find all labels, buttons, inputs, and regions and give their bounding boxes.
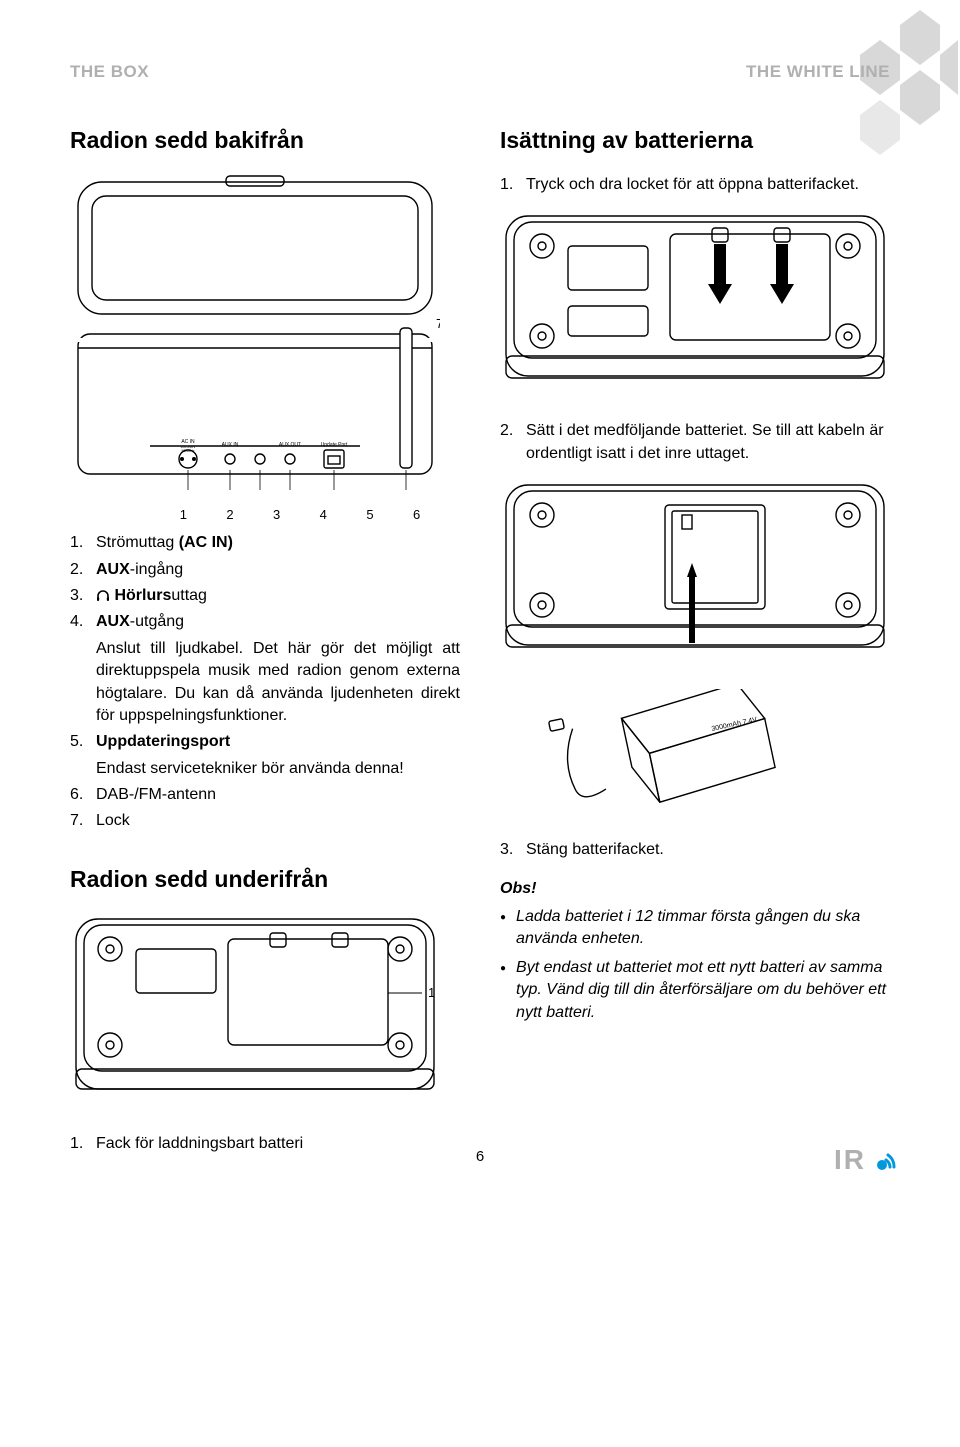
svg-text:AUX IN: AUX IN — [222, 442, 239, 448]
step-1: 1.Tryck och dra locket för att öppna bat… — [500, 174, 890, 196]
svg-text:Update Port: Update Port — [321, 442, 348, 448]
brand-logo: IR — [834, 1140, 900, 1179]
wifi-icon — [870, 1145, 900, 1175]
list-item: Byt endast ut batteriet mot ett nytt bat… — [500, 957, 890, 1024]
list-item: 2.AUX-ingång — [70, 559, 460, 581]
svg-text:7: 7 — [436, 316, 440, 331]
svg-text:1: 1 — [428, 985, 435, 1000]
note-heading: Obs! — [500, 878, 890, 900]
list-item: 7.Lock — [70, 810, 460, 832]
list-item: 1.Strömuttag (AC IN) — [70, 532, 460, 554]
right-title: Isättning av batterierna — [500, 124, 890, 156]
list-item: 3. Hörlursuttag — [70, 585, 460, 607]
svg-text:3000mAh 7.4V: 3000mAh 7.4V — [711, 717, 758, 734]
svg-text:50/60Hz: 50/60Hz — [181, 449, 194, 453]
header-left: THE BOX — [70, 60, 149, 84]
list-item: Ladda batteriet i 12 timmar första gånge… — [500, 906, 890, 951]
left-title-rear: Radion sedd bakifrån — [70, 124, 460, 156]
page-number: 6 — [0, 1146, 960, 1167]
battery-pack-diagram: 3000mAh 7.4V — [540, 689, 800, 819]
step-2: 2.Sätt i det medföljande batteriet. Se t… — [500, 420, 890, 465]
list-item: 5.Uppdateringsport — [70, 731, 460, 753]
header-right: THE WHITE LINE — [746, 60, 890, 84]
list-item: 4.AUX-utgång — [70, 611, 460, 633]
left-title-bottom: Radion sedd underifrån — [70, 863, 460, 895]
step2-diagram — [500, 479, 890, 669]
list-item: Anslut till ljudkabel. Det här gör det m… — [70, 638, 460, 728]
step1-diagram — [500, 210, 890, 400]
notes-list: Ladda batteriet i 12 timmar första gånge… — [500, 906, 890, 1024]
list-item: Endast servicetekniker bör använda denna… — [70, 758, 460, 780]
step-3: 3.Stäng batterifacket. — [500, 839, 890, 861]
rear-ports-list: 1.Strömuttag (AC IN) 2.AUX-ingång 3. Hörlu… — [70, 532, 460, 833]
list-item: 6.DAB-/FM-antenn — [70, 784, 460, 806]
bottom-view-diagram: 1 — [70, 913, 440, 1113]
svg-text:AUX OUT: AUX OUT — [279, 442, 301, 448]
port-number-labels: 1 2 3 4 5 6 — [70, 506, 460, 524]
rear-view-diagram: AC IN 100-240V 50/60Hz AUX IN AUX OUT Up… — [70, 174, 440, 494]
